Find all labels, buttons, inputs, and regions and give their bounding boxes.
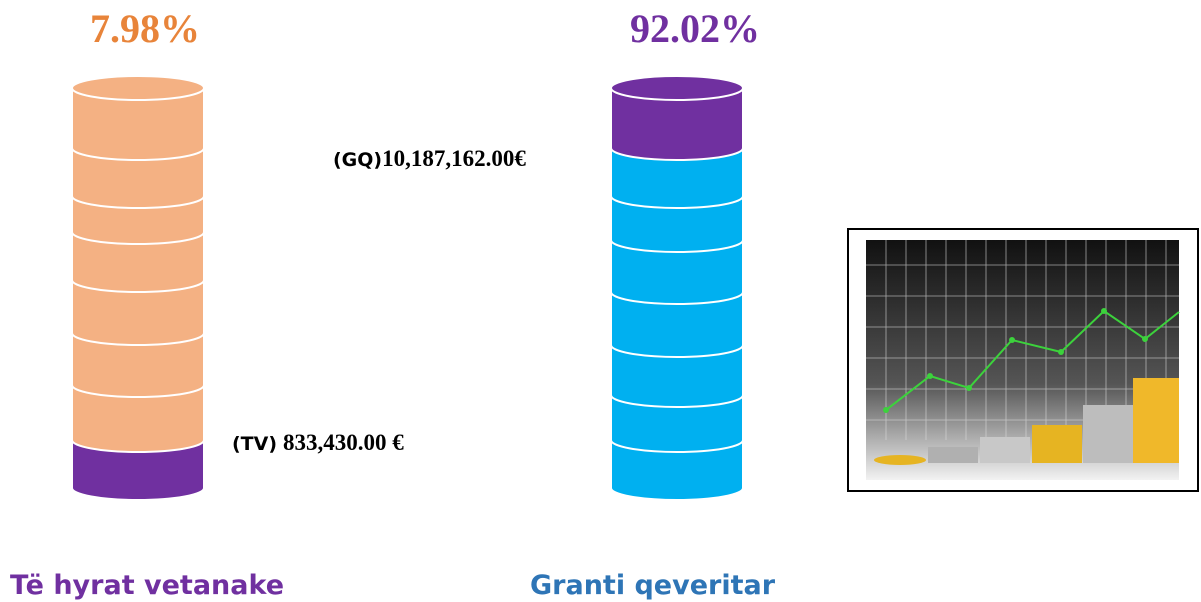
right-label: (GQ)10,187,162.00€ — [333, 146, 526, 171]
right-caption: Granti qeveritar — [530, 570, 776, 601]
left-code: (TV) — [232, 433, 277, 455]
left-label: (TV) 833,430.00 € — [232, 430, 404, 455]
left-amount: 833,430.00 € — [283, 430, 404, 455]
growth-picture — [847, 228, 1199, 492]
right-code: (GQ) — [333, 149, 382, 171]
left-percent: 7.98% — [90, 6, 200, 51]
right-cylinder — [610, 75, 744, 501]
left-cylinder — [71, 75, 205, 501]
right-amount: 10,187,162.00€ — [382, 146, 526, 171]
left-caption: Të hyrat vetanake — [10, 570, 284, 601]
right-percent: 92.02% — [630, 6, 760, 51]
